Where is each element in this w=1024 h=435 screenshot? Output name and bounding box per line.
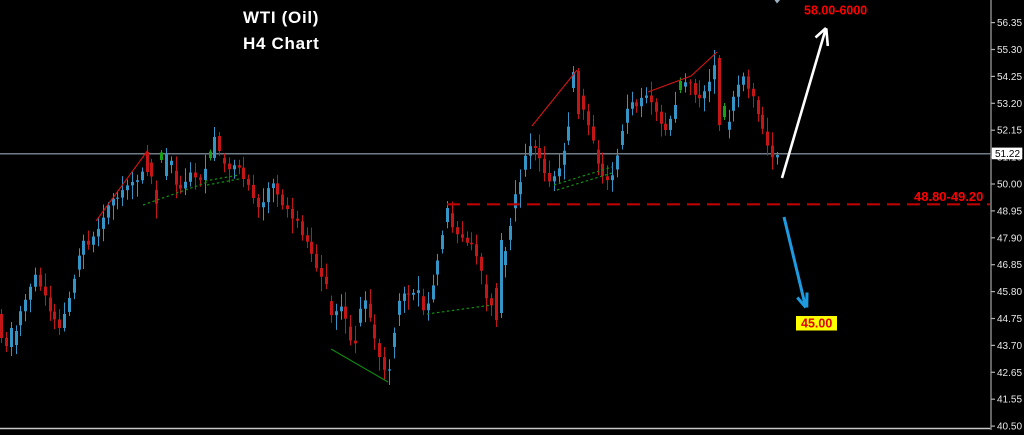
svg-text:51.22: 51.22: [995, 149, 1020, 160]
svg-text:55.30: 55.30: [997, 45, 1022, 56]
svg-text:44.75: 44.75: [997, 314, 1022, 325]
svg-text:42.65: 42.65: [997, 368, 1022, 379]
svg-text:41.55: 41.55: [997, 395, 1022, 406]
svg-text:46.85: 46.85: [997, 260, 1022, 271]
svg-text:45.00: 45.00: [801, 317, 832, 331]
svg-text:52.15: 52.15: [997, 126, 1022, 137]
svg-text:58.00-6000: 58.00-6000: [804, 4, 867, 18]
svg-text:48.95: 48.95: [997, 206, 1022, 217]
svg-text:43.70: 43.70: [997, 341, 1022, 352]
svg-text:WTI (Oil): WTI (Oil): [243, 8, 319, 27]
svg-text:54.25: 54.25: [997, 72, 1022, 83]
svg-text:45.80: 45.80: [997, 287, 1022, 298]
svg-text:53.20: 53.20: [997, 99, 1022, 110]
svg-text:H4 Chart: H4 Chart: [243, 34, 319, 53]
svg-text:47.90: 47.90: [997, 233, 1022, 244]
svg-text:56.35: 56.35: [997, 18, 1022, 29]
svg-text:50.00: 50.00: [997, 180, 1022, 191]
svg-text:48.80-49.20: 48.80-49.20: [914, 189, 983, 204]
svg-text:40.50: 40.50: [997, 422, 1022, 430]
